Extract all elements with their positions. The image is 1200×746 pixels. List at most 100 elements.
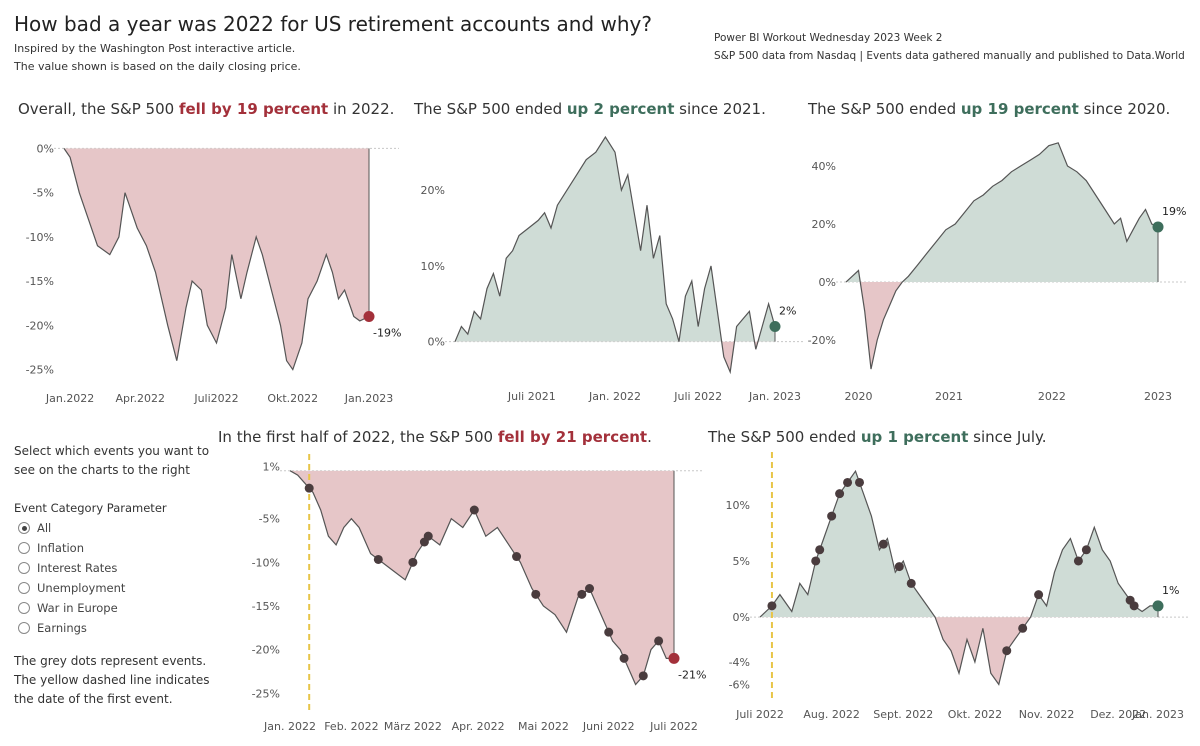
radio-circle-icon[interactable] — [18, 542, 30, 554]
event-dot — [638, 671, 648, 681]
chart-title-h1-2022: In the first half of 2022, the S&P 500 f… — [218, 428, 652, 446]
area-negative — [455, 341, 758, 372]
chart-title-since-2021: The S&P 500 ended up 2 percent since 202… — [414, 100, 766, 118]
event-dot — [419, 537, 429, 547]
radio-circle-icon[interactable] — [18, 562, 30, 574]
y-tick-label: -15% — [26, 275, 54, 288]
end-value-dot — [769, 321, 781, 333]
area-negative — [760, 617, 1031, 685]
radio-label: Inflation — [37, 541, 84, 555]
x-tick-label: Dez. 2022 — [1090, 708, 1146, 721]
radio-circle-icon[interactable] — [18, 622, 30, 634]
event-dot — [855, 477, 864, 487]
y-tick-label: 0% — [37, 142, 54, 155]
area-positive — [760, 471, 1158, 618]
area-negative — [846, 282, 1158, 370]
x-tick-label: Sept. 2022 — [873, 708, 933, 721]
radio-option-interest-rates[interactable]: Interest Rates — [18, 558, 125, 578]
radio-circle-icon[interactable] — [18, 602, 30, 614]
event-dot — [767, 601, 777, 611]
x-tick-label: Jan.2022 — [45, 392, 94, 405]
y-tick-label: -25% — [252, 687, 280, 700]
event-dot — [843, 477, 853, 487]
event-dot — [878, 539, 888, 549]
radio-label: Interest Rates — [37, 561, 118, 575]
event-dot — [408, 557, 418, 567]
x-tick-label: Apr. 2022 — [452, 720, 505, 733]
area-negative — [290, 470, 674, 685]
event-dot — [373, 554, 383, 564]
end-value-dot — [1152, 600, 1164, 612]
event-dot — [1002, 646, 1012, 656]
end-value-label: 19% — [1162, 205, 1186, 218]
y-tick-label: -10% — [26, 231, 54, 244]
end-value-label: -19% — [373, 327, 401, 340]
y-tick-label: -25% — [26, 364, 54, 377]
x-tick-label: 2021 — [935, 390, 963, 403]
subtitle-inspired: Inspired by the Washington Post interact… — [14, 42, 296, 55]
y-tick-label: 0% — [819, 276, 836, 289]
radio-label: Unemployment — [37, 581, 126, 595]
x-tick-label: Aug. 2022 — [803, 708, 859, 721]
x-tick-label: Jan.2023 — [344, 392, 393, 405]
radio-option-unemployment[interactable]: Unemployment — [18, 578, 125, 598]
series-line — [63, 148, 370, 371]
x-tick-label: Juli 2021 — [507, 390, 556, 403]
event-dot — [531, 589, 541, 599]
series-line — [845, 142, 1159, 370]
end-value-label: 1% — [1162, 584, 1179, 597]
radio-label: Earnings — [37, 621, 87, 635]
y-tick-label: -20% — [808, 334, 836, 347]
y-tick-label: -5% — [33, 187, 54, 200]
event-dot — [604, 627, 614, 637]
chart-title-since-2020: The S&P 500 ended up 19 percent since 20… — [808, 100, 1171, 118]
x-tick-label: Juli 2022 — [673, 390, 722, 403]
x-tick-label: 2020 — [844, 390, 872, 403]
x-tick-label: Juli 2022 — [735, 708, 784, 721]
sidebar-intro: Select which events you want to see on t… — [14, 444, 210, 477]
chart-since-2020: -20% 0% 20% 40% 2020 2021 2022 2023 19% — [808, 142, 1188, 403]
x-tick-label: Okt.2022 — [267, 392, 318, 405]
event-dot — [1034, 590, 1044, 600]
chart-since-july: 10% 5% 0% -4% -6% Juli 2022 Aug. 2022 Sept. 202… — [726, 452, 1188, 721]
y-tick-label: 10% — [726, 499, 750, 512]
y-tick-label: -10% — [252, 556, 280, 569]
parameter-label: Event Category Parameter — [14, 501, 167, 515]
event-dot — [654, 636, 664, 646]
event-dot — [304, 483, 314, 493]
page-title: How bad a year was 2022 for US retiremen… — [14, 12, 652, 36]
event-dot — [906, 578, 916, 588]
x-tick-label: Feb. 2022 — [324, 720, 378, 733]
area-negative — [64, 148, 369, 370]
chart-2022: 0% -5% -10% -15% -20% -25% Jan.2022 Apr.2022 Jul… — [26, 142, 402, 405]
event-category-radio-group[interactable]: All Inflation Interest Rates Unemployment Wa… — [18, 518, 125, 638]
event-dot — [512, 552, 522, 562]
radio-option-inflation[interactable]: Inflation — [18, 538, 125, 558]
x-tick-label: März 2022 — [384, 720, 442, 733]
event-dot — [835, 489, 845, 499]
end-value-label: 2% — [779, 305, 796, 318]
x-tick-label: 2023 — [1144, 390, 1172, 403]
radio-circle-icon[interactable] — [18, 582, 30, 594]
x-tick-label: Okt. 2022 — [948, 708, 1002, 721]
end-value-dot — [363, 311, 375, 322]
x-tick-label: Apr.2022 — [115, 392, 165, 405]
x-tick-label: Nov. 2022 — [1019, 708, 1075, 721]
x-tick-label: Jan. 2022 — [588, 390, 641, 403]
end-value-dot — [668, 652, 680, 664]
y-tick-label: -6% — [729, 678, 750, 691]
radio-option-all[interactable]: All — [18, 518, 125, 538]
chart-since-2021: 0% 10% 20% Juli 2021 Jan. 2022 Juli 2022 Jan. … — [421, 135, 805, 403]
y-tick-label: -15% — [252, 600, 280, 613]
y-tick-label: -20% — [252, 644, 280, 657]
y-tick-label: 20% — [812, 218, 836, 231]
event-dot — [1081, 545, 1091, 555]
radio-option-war-in-europe[interactable]: War in Europe — [18, 598, 125, 618]
radio-option-earnings[interactable]: Earnings — [18, 618, 125, 638]
radio-circle-icon[interactable] — [18, 522, 30, 534]
y-tick-label: 5% — [733, 555, 750, 568]
sidebar-note: The grey dots represent events. The yell… — [14, 654, 210, 706]
area-positive — [846, 142, 1158, 283]
y-tick-label: -5% — [259, 513, 280, 526]
y-tick-label: 0% — [428, 336, 445, 349]
